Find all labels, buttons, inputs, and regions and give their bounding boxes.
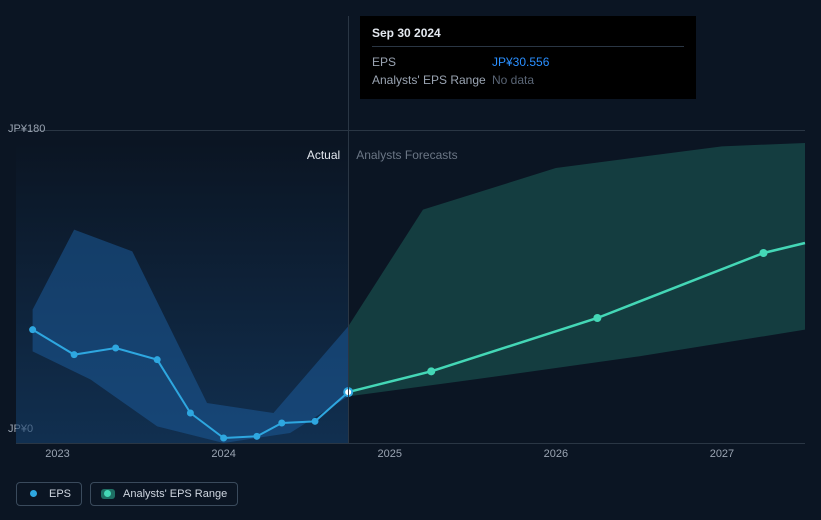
tooltip-date: Sep 30 2024 (372, 26, 684, 47)
eps-chart (16, 143, 805, 443)
gridline-y-180 (16, 130, 805, 131)
tooltip-value-range: No data (492, 73, 534, 87)
gridline-y-0 (16, 443, 805, 444)
tooltip-value-eps: JP¥30.556 (492, 55, 549, 69)
legend-swatch-eps (27, 489, 41, 499)
tooltip-crosshair (348, 16, 349, 443)
legend-item-range[interactable]: Analysts' EPS Range (90, 482, 238, 506)
region-label-actual: Actual (307, 148, 340, 162)
x-tick-label-2026: 2026 (544, 448, 568, 460)
chart-legend: EPS Analysts' EPS Range (16, 482, 238, 506)
x-tick-label-2027: 2027 (710, 448, 734, 460)
legend-label-eps: EPS (49, 488, 71, 500)
legend-label-range: Analysts' EPS Range (123, 488, 227, 500)
y-tick-label-180: JP¥180 (8, 123, 45, 135)
x-tick-label-2025: 2025 (377, 448, 401, 460)
legend-item-eps[interactable]: EPS (16, 482, 82, 506)
tooltip-key-eps: EPS (372, 55, 492, 69)
chart-tooltip: Sep 30 2024 EPS JP¥30.556 Analysts' EPS … (360, 16, 696, 99)
region-label-forecast: Analysts Forecasts (356, 148, 457, 162)
x-tick-label-2023: 2023 (45, 448, 69, 460)
tooltip-key-range: Analysts' EPS Range (372, 73, 492, 87)
legend-swatch-range (101, 489, 115, 499)
x-tick-label-2024: 2024 (211, 448, 235, 460)
